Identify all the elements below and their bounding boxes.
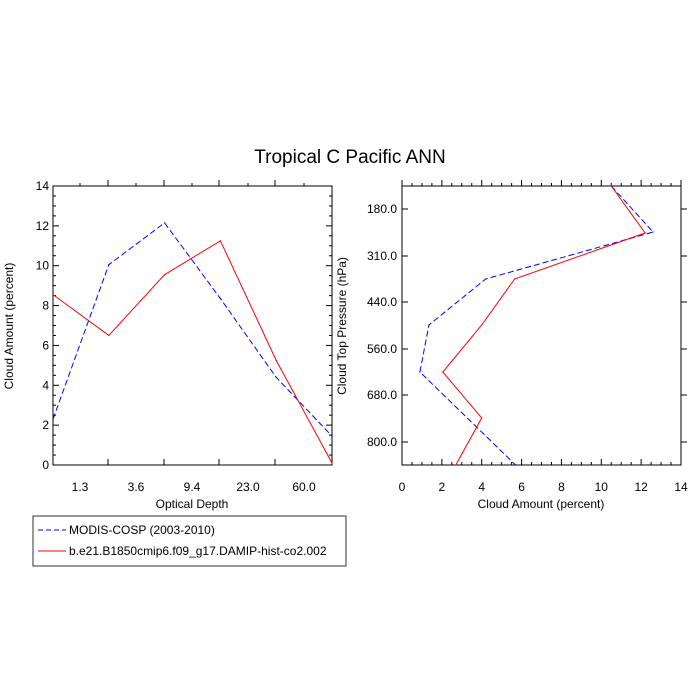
right-y-tick-label: 680.0 — [367, 388, 397, 402]
left-y-tick-label: 10 — [36, 259, 50, 273]
right-x-tick-label: 0 — [399, 480, 406, 494]
left-x-tick-label: 9.4 — [184, 480, 201, 494]
left-obs-point — [331, 435, 333, 437]
right-x-tick-label: 14 — [674, 480, 688, 494]
left-y-axis-label: Cloud Amount (percent) — [2, 263, 16, 390]
right-model-point — [481, 324, 483, 326]
right-x-tick-label: 6 — [518, 480, 525, 494]
right-model-point — [610, 185, 612, 187]
left-y-tick-label: 14 — [36, 179, 50, 193]
left-x-tick-label: 1.3 — [72, 480, 89, 494]
left-obs-point — [219, 297, 221, 300]
left-y-tick-label: 6 — [42, 338, 49, 352]
right-x-tick-label: 4 — [478, 480, 485, 494]
left-model-point — [108, 334, 110, 337]
right-model-point — [513, 278, 516, 280]
left-obs-point — [108, 264, 110, 266]
right-obs-point — [428, 324, 430, 326]
right-model-point — [481, 417, 483, 419]
left-model-point — [275, 359, 277, 361]
right-x-axis-label: Cloud Amount (percent) — [478, 497, 605, 511]
left-panel: Optical Depth Cloud Amount (percent) 0 2 4… — [2, 179, 333, 511]
left-series-model-line — [52, 240, 333, 464]
left-series-obs-line — [52, 222, 333, 437]
right-x-tick-label: 8 — [558, 480, 565, 494]
figure-title: Tropical C Pacific ANN — [254, 147, 445, 168]
left-model-point — [52, 294, 54, 296]
right-model-point — [455, 464, 457, 466]
right-model-point — [442, 371, 444, 373]
left-model-point — [164, 274, 166, 276]
right-obs-point — [419, 371, 421, 373]
right-y-tick-label: 560.0 — [367, 342, 397, 356]
right-obs-point — [485, 278, 487, 280]
left-model-point — [219, 240, 221, 242]
left-y-tick-label: 4 — [42, 378, 49, 392]
left-obs-point — [164, 222, 166, 224]
right-x-tick-label: 10 — [595, 480, 609, 494]
left-model-point — [331, 462, 333, 464]
legend-label-obs: MODIS-COSP (2003-2010) — [69, 523, 215, 537]
left-y-tick-label: 8 — [42, 299, 49, 313]
right-x-tick-label: 12 — [634, 480, 648, 494]
left-x-tick-label: 3.6 — [128, 480, 145, 494]
left-obs-point — [275, 376, 277, 378]
right-obs-point — [514, 464, 517, 466]
right-model-point — [644, 232, 646, 234]
right-series-model-line — [442, 185, 646, 466]
left-y-tick-label: 0 — [42, 458, 49, 472]
right-x-tick-label: 2 — [439, 480, 446, 494]
right-y-axis-label: Cloud Top Pressure (hPa) — [335, 257, 349, 395]
left-y-tick-label: 2 — [42, 418, 49, 432]
legend-box — [32, 515, 347, 567]
right-y-tick-label: 180.0 — [367, 202, 397, 216]
right-y-tick-label: 800.0 — [367, 435, 397, 449]
right-series-obs-line — [419, 185, 655, 466]
right-obs-point — [652, 231, 654, 233]
left-y-tick-label: 12 — [36, 219, 50, 233]
left-x-tick-label: 23.0 — [236, 480, 260, 494]
right-panel: Cloud Amount (percent) Cloud Top Pressur… — [335, 180, 688, 511]
left-x-tick-label: 60.0 — [292, 480, 316, 494]
right-y-tick-label: 310.0 — [367, 249, 397, 263]
right-y-tick-label: 440.0 — [367, 295, 397, 309]
left-obs-point — [52, 418, 54, 420]
left-x-axis-label: Optical Depth — [156, 497, 229, 511]
legend: MODIS-COSP (2003-2010) b.e21.B1850cmip6.… — [32, 515, 347, 567]
right-plot-frame — [401, 185, 682, 466]
legend-label-model: b.e21.B1850cmip6.f09_g17.DAMIP-hist-co2.… — [69, 544, 327, 558]
